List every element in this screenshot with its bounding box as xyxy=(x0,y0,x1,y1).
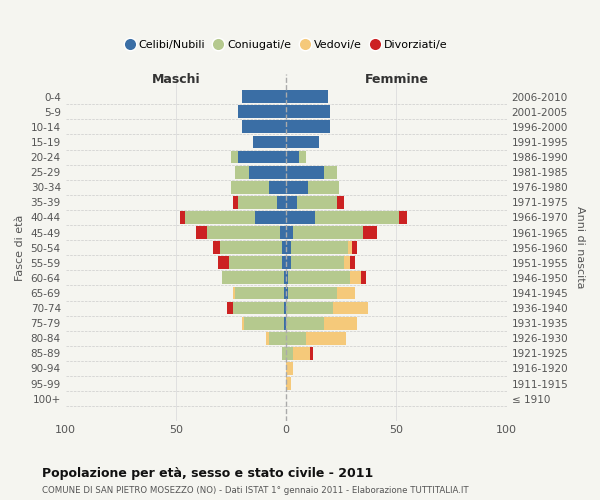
Bar xyxy=(284,317,286,330)
Bar xyxy=(286,90,328,103)
Text: Femmine: Femmine xyxy=(364,73,428,86)
Bar xyxy=(323,317,357,330)
Bar xyxy=(337,196,344,209)
Bar xyxy=(286,347,293,360)
Bar xyxy=(286,377,290,390)
Bar xyxy=(227,302,233,314)
Bar xyxy=(286,120,331,134)
Bar xyxy=(289,286,337,300)
Bar xyxy=(299,150,306,164)
Bar xyxy=(286,362,293,375)
Bar xyxy=(269,332,286,344)
Bar xyxy=(244,317,284,330)
Bar xyxy=(350,272,361,284)
Text: Maschi: Maschi xyxy=(152,73,200,86)
Bar xyxy=(233,286,235,300)
Bar xyxy=(218,256,229,269)
Bar xyxy=(233,302,284,314)
Bar xyxy=(238,196,277,209)
Bar xyxy=(297,196,337,209)
Bar xyxy=(282,241,286,254)
Bar xyxy=(286,106,331,118)
Bar xyxy=(344,256,350,269)
Bar xyxy=(280,226,286,239)
Bar xyxy=(286,181,308,194)
Bar xyxy=(185,211,256,224)
Bar xyxy=(235,286,284,300)
Bar xyxy=(323,166,337,178)
Bar xyxy=(290,256,344,269)
Bar xyxy=(235,166,249,178)
Bar xyxy=(231,181,269,194)
Legend: Celibi/Nubili, Coniugati/e, Vedovi/e, Divorziati/e: Celibi/Nubili, Coniugati/e, Vedovi/e, Di… xyxy=(121,35,452,54)
Bar xyxy=(282,347,286,360)
Bar xyxy=(269,181,286,194)
Bar xyxy=(231,150,238,164)
Bar xyxy=(398,211,407,224)
Bar xyxy=(284,302,286,314)
Bar xyxy=(238,150,286,164)
Bar xyxy=(332,302,368,314)
Text: COMUNE DI SAN PIETRO MOSEZZO (NO) - Dati ISTAT 1° gennaio 2011 - Elaborazione TU: COMUNE DI SAN PIETRO MOSEZZO (NO) - Dati… xyxy=(42,486,469,495)
Bar xyxy=(361,272,365,284)
Bar xyxy=(253,136,286,148)
Bar xyxy=(286,150,299,164)
Bar xyxy=(233,196,238,209)
Bar xyxy=(352,241,357,254)
Bar xyxy=(348,241,352,254)
Bar xyxy=(284,286,286,300)
Bar xyxy=(286,286,289,300)
Y-axis label: Fasce di età: Fasce di età xyxy=(15,214,25,281)
Text: Popolazione per età, sesso e stato civile - 2011: Popolazione per età, sesso e stato civil… xyxy=(42,468,373,480)
Bar xyxy=(286,256,290,269)
Bar xyxy=(286,211,315,224)
Bar xyxy=(337,286,355,300)
Bar xyxy=(229,256,282,269)
Y-axis label: Anni di nascita: Anni di nascita xyxy=(575,206,585,289)
Bar xyxy=(196,226,207,239)
Bar xyxy=(315,211,398,224)
Bar xyxy=(242,120,286,134)
Bar xyxy=(181,211,185,224)
Bar xyxy=(310,347,313,360)
Bar xyxy=(286,136,319,148)
Bar xyxy=(266,332,269,344)
Bar xyxy=(286,317,323,330)
Bar xyxy=(286,241,290,254)
Bar xyxy=(282,256,286,269)
Bar xyxy=(286,332,306,344)
Bar xyxy=(364,226,377,239)
Bar xyxy=(286,272,289,284)
Bar xyxy=(286,302,332,314)
Bar xyxy=(249,166,286,178)
Bar xyxy=(238,106,286,118)
Bar xyxy=(286,196,297,209)
Bar xyxy=(242,90,286,103)
Bar xyxy=(293,226,364,239)
Bar xyxy=(220,241,282,254)
Bar xyxy=(350,256,355,269)
Bar xyxy=(290,241,348,254)
Bar xyxy=(306,332,346,344)
Bar xyxy=(222,272,284,284)
Bar xyxy=(256,211,286,224)
Bar xyxy=(286,226,293,239)
Bar xyxy=(207,226,280,239)
Bar xyxy=(289,272,350,284)
Bar xyxy=(214,241,220,254)
Bar xyxy=(284,272,286,284)
Bar xyxy=(286,166,323,178)
Bar xyxy=(308,181,339,194)
Bar xyxy=(277,196,286,209)
Bar xyxy=(293,347,310,360)
Bar xyxy=(242,317,244,330)
